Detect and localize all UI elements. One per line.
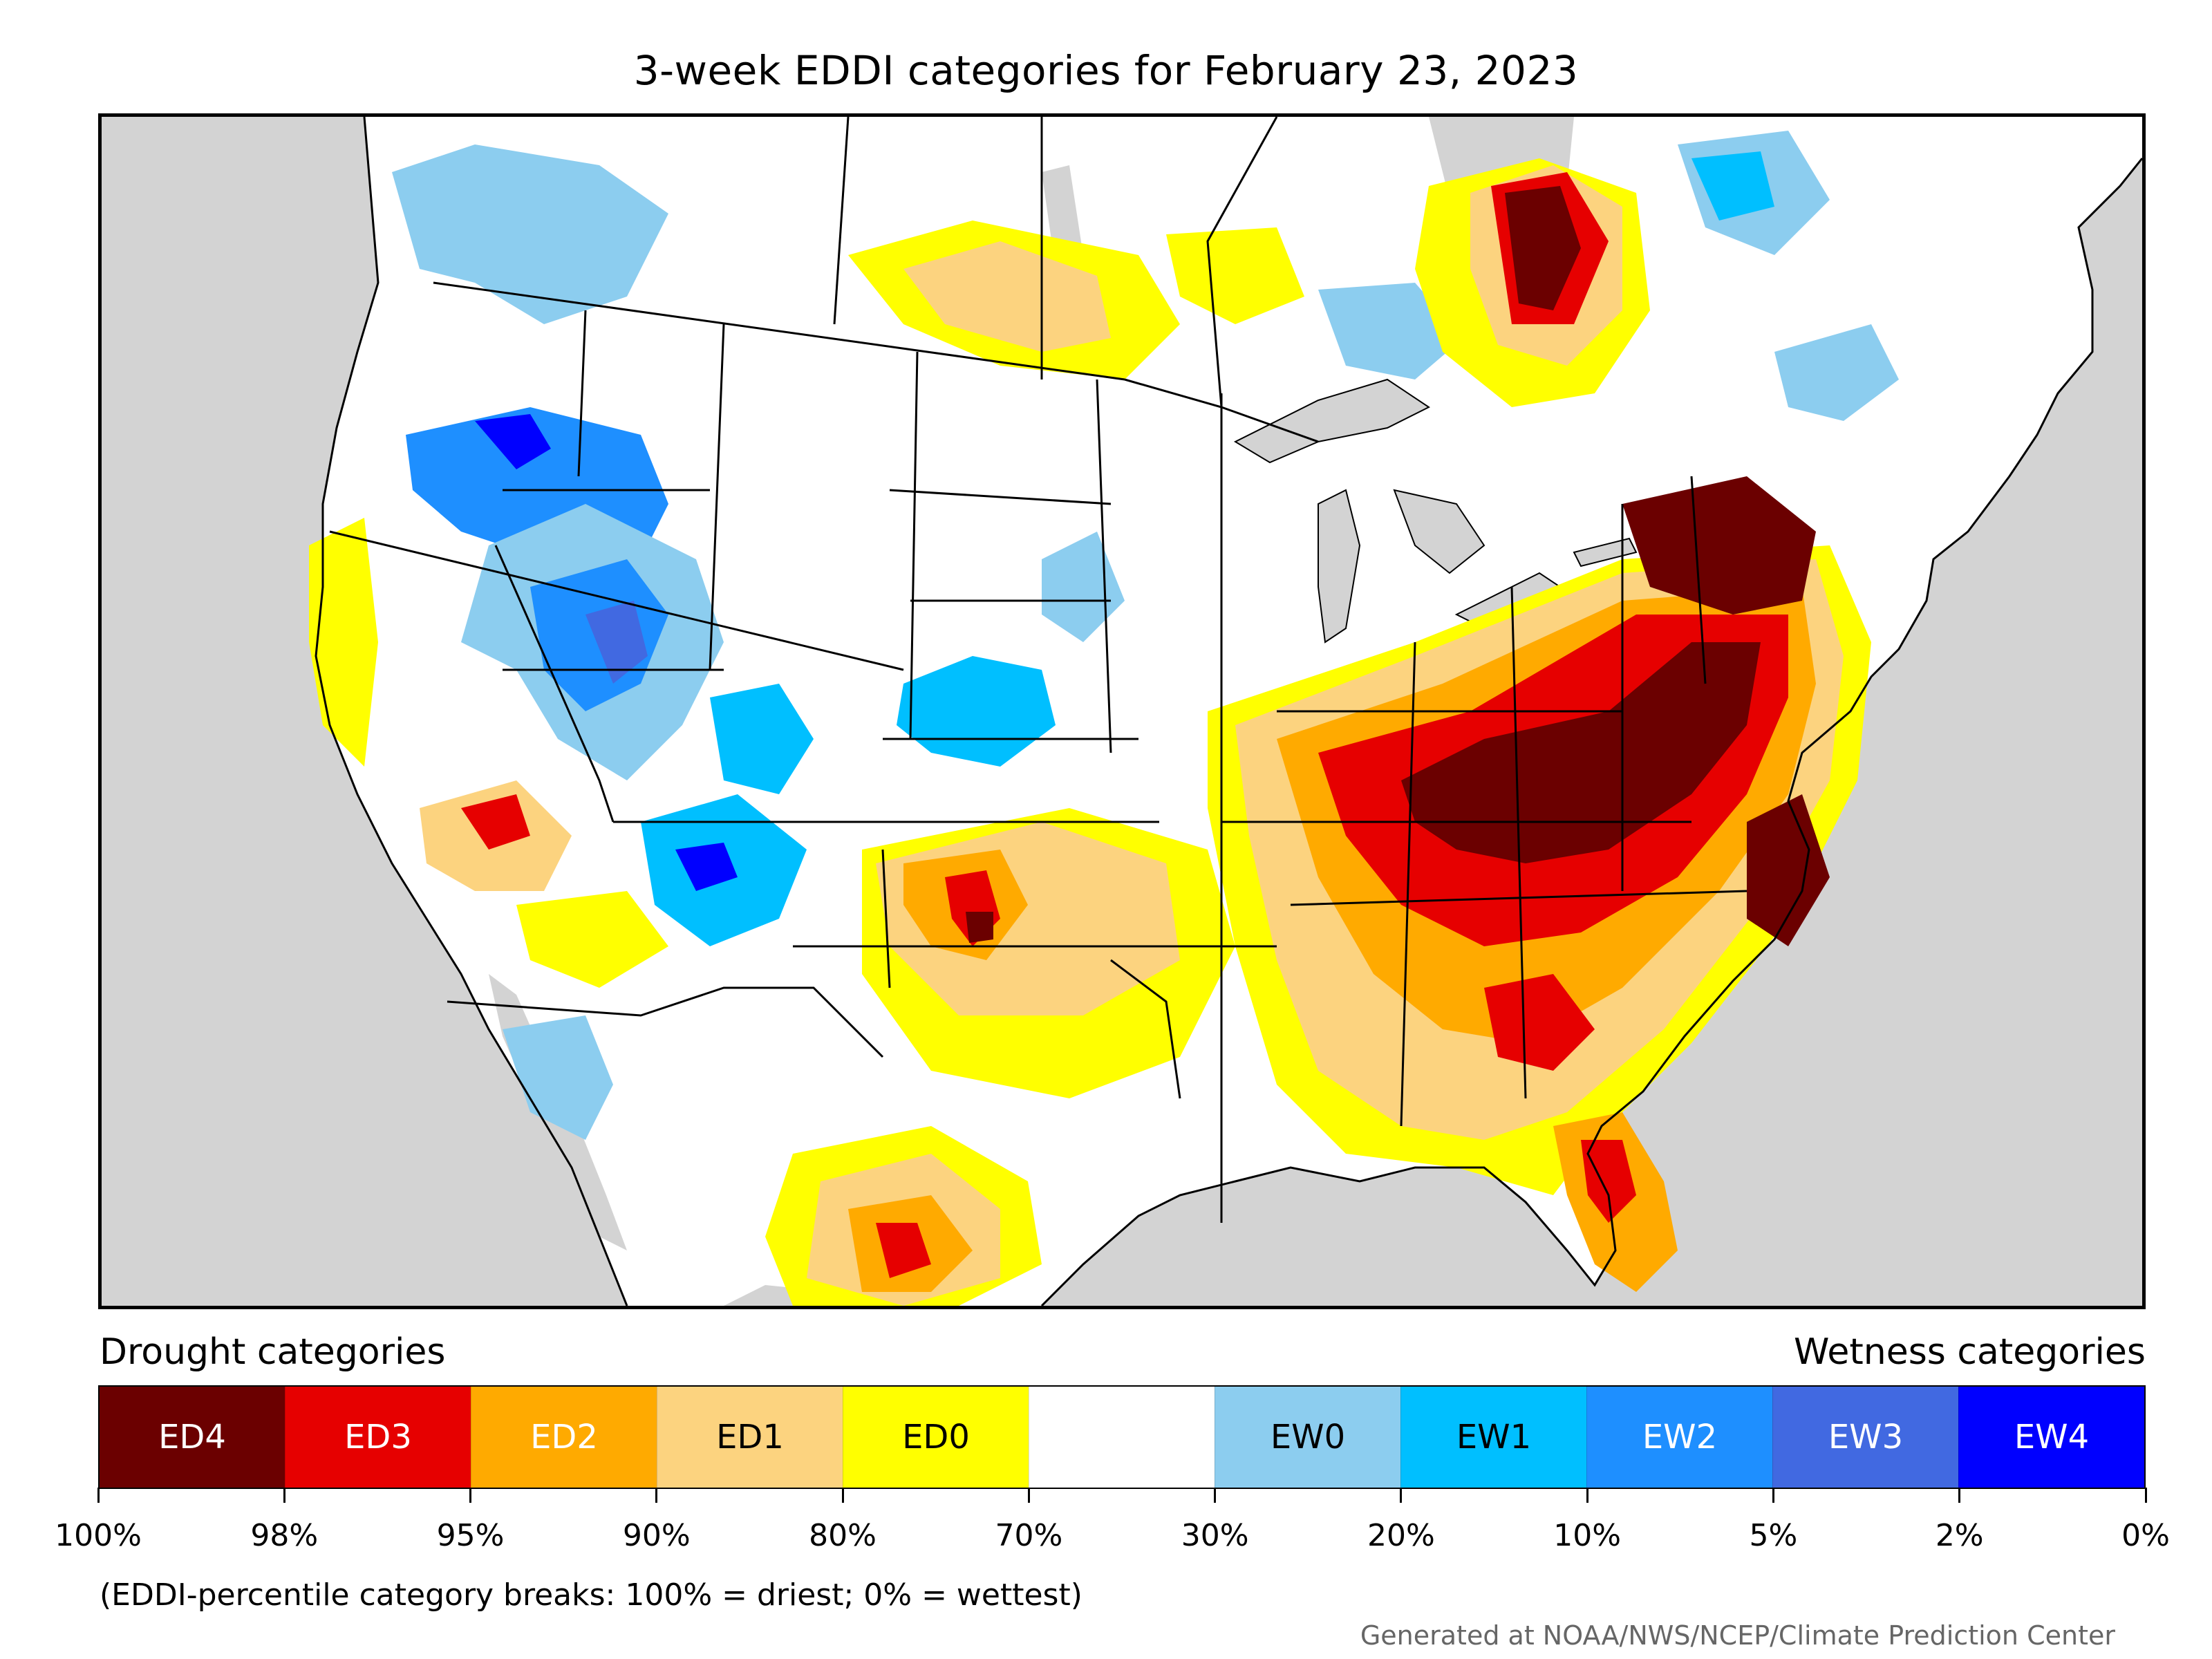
colorbar-tick [2144, 1488, 2147, 1503]
colorbar-tick [1772, 1488, 1774, 1503]
colorbar-cell-ew2: EW2 [1586, 1387, 1772, 1488]
colorbar-tick-label: 100% [55, 1518, 142, 1553]
colorbar-cell-ew0: EW0 [1215, 1387, 1400, 1488]
colorbar-tick-label: 5% [1749, 1518, 1798, 1553]
lake-michigan [1318, 489, 1361, 644]
wetness-categories-heading: Wetness categories [1794, 1331, 2146, 1373]
drought-categories-heading: Drought categories [100, 1331, 446, 1373]
colorbar-tick-label: 80% [809, 1518, 877, 1553]
drought-areas [309, 158, 1871, 1306]
lake-superior [1233, 378, 1430, 464]
colorbar-tick-label: 0% [2121, 1518, 2170, 1553]
colorbar-cell-ew1: EW1 [1400, 1387, 1586, 1488]
colorbar-tick-label: 90% [622, 1518, 691, 1553]
colorbar-cell-ed3: ED3 [285, 1387, 471, 1488]
colorbar-cell-normal [1029, 1387, 1215, 1488]
colorbar-tick-label: 30% [1181, 1518, 1249, 1553]
colorbar-cell-ed2: ED2 [471, 1387, 657, 1488]
colorbar-tick-label: 98% [250, 1518, 319, 1553]
category-colorbar: ED4 ED3 ED2 ED1 ED0 EW0 EW1 EW2 EW3 EW4 [98, 1385, 2146, 1489]
colorbar-tick-label: 70% [995, 1518, 1063, 1553]
wetness-areas [392, 131, 1899, 1140]
colorbar-tick [1027, 1488, 1030, 1503]
lake-ontario [1573, 537, 1638, 568]
colorbar-cell-ed1: ED1 [657, 1387, 843, 1488]
footnote: (EDDI-percentile category breaks: 100% =… [100, 1577, 1082, 1613]
colorbar-tick [97, 1488, 100, 1503]
colorbar-tick [1586, 1488, 1588, 1503]
colorbar-tick [841, 1488, 844, 1503]
colorbar-tick [655, 1488, 658, 1503]
colorbar-cell-ew4: EW4 [1958, 1387, 2144, 1488]
colorbar-tick [469, 1488, 472, 1503]
coastline [315, 117, 2142, 1306]
colorbar-tick-label: 10% [1553, 1518, 1622, 1553]
pacific-ocean [102, 117, 627, 1306]
colorbar-ticks [97, 1488, 2147, 1508]
map-canvas [102, 117, 2142, 1306]
boundary-lines [329, 117, 1747, 1223]
colorbar-cell-ew3: EW3 [1772, 1387, 1958, 1488]
colorbar-tick [1958, 1488, 1961, 1503]
lake-huron [1393, 489, 1485, 574]
colorbar-cell-ed0: ED0 [843, 1387, 1029, 1488]
map-title: 3-week EDDI categories for February 23, … [633, 47, 1579, 94]
colorbar-tick-label: 2% [1935, 1518, 1984, 1553]
eddi-map [98, 113, 2146, 1309]
credit-line: Generated at NOAA/NWS/NCEP/Climate Predi… [1360, 1620, 2115, 1651]
colorbar-tick [1400, 1488, 1403, 1503]
colorbar-tick [283, 1488, 285, 1503]
gulf-of-mexico [1042, 1168, 1595, 1306]
colorbar-tick-label: 20% [1367, 1518, 1435, 1553]
colorbar-cell-ed4: ED4 [100, 1387, 285, 1488]
colorbar-tick-label: 95% [436, 1518, 505, 1553]
colorbar-tick [1214, 1488, 1217, 1503]
